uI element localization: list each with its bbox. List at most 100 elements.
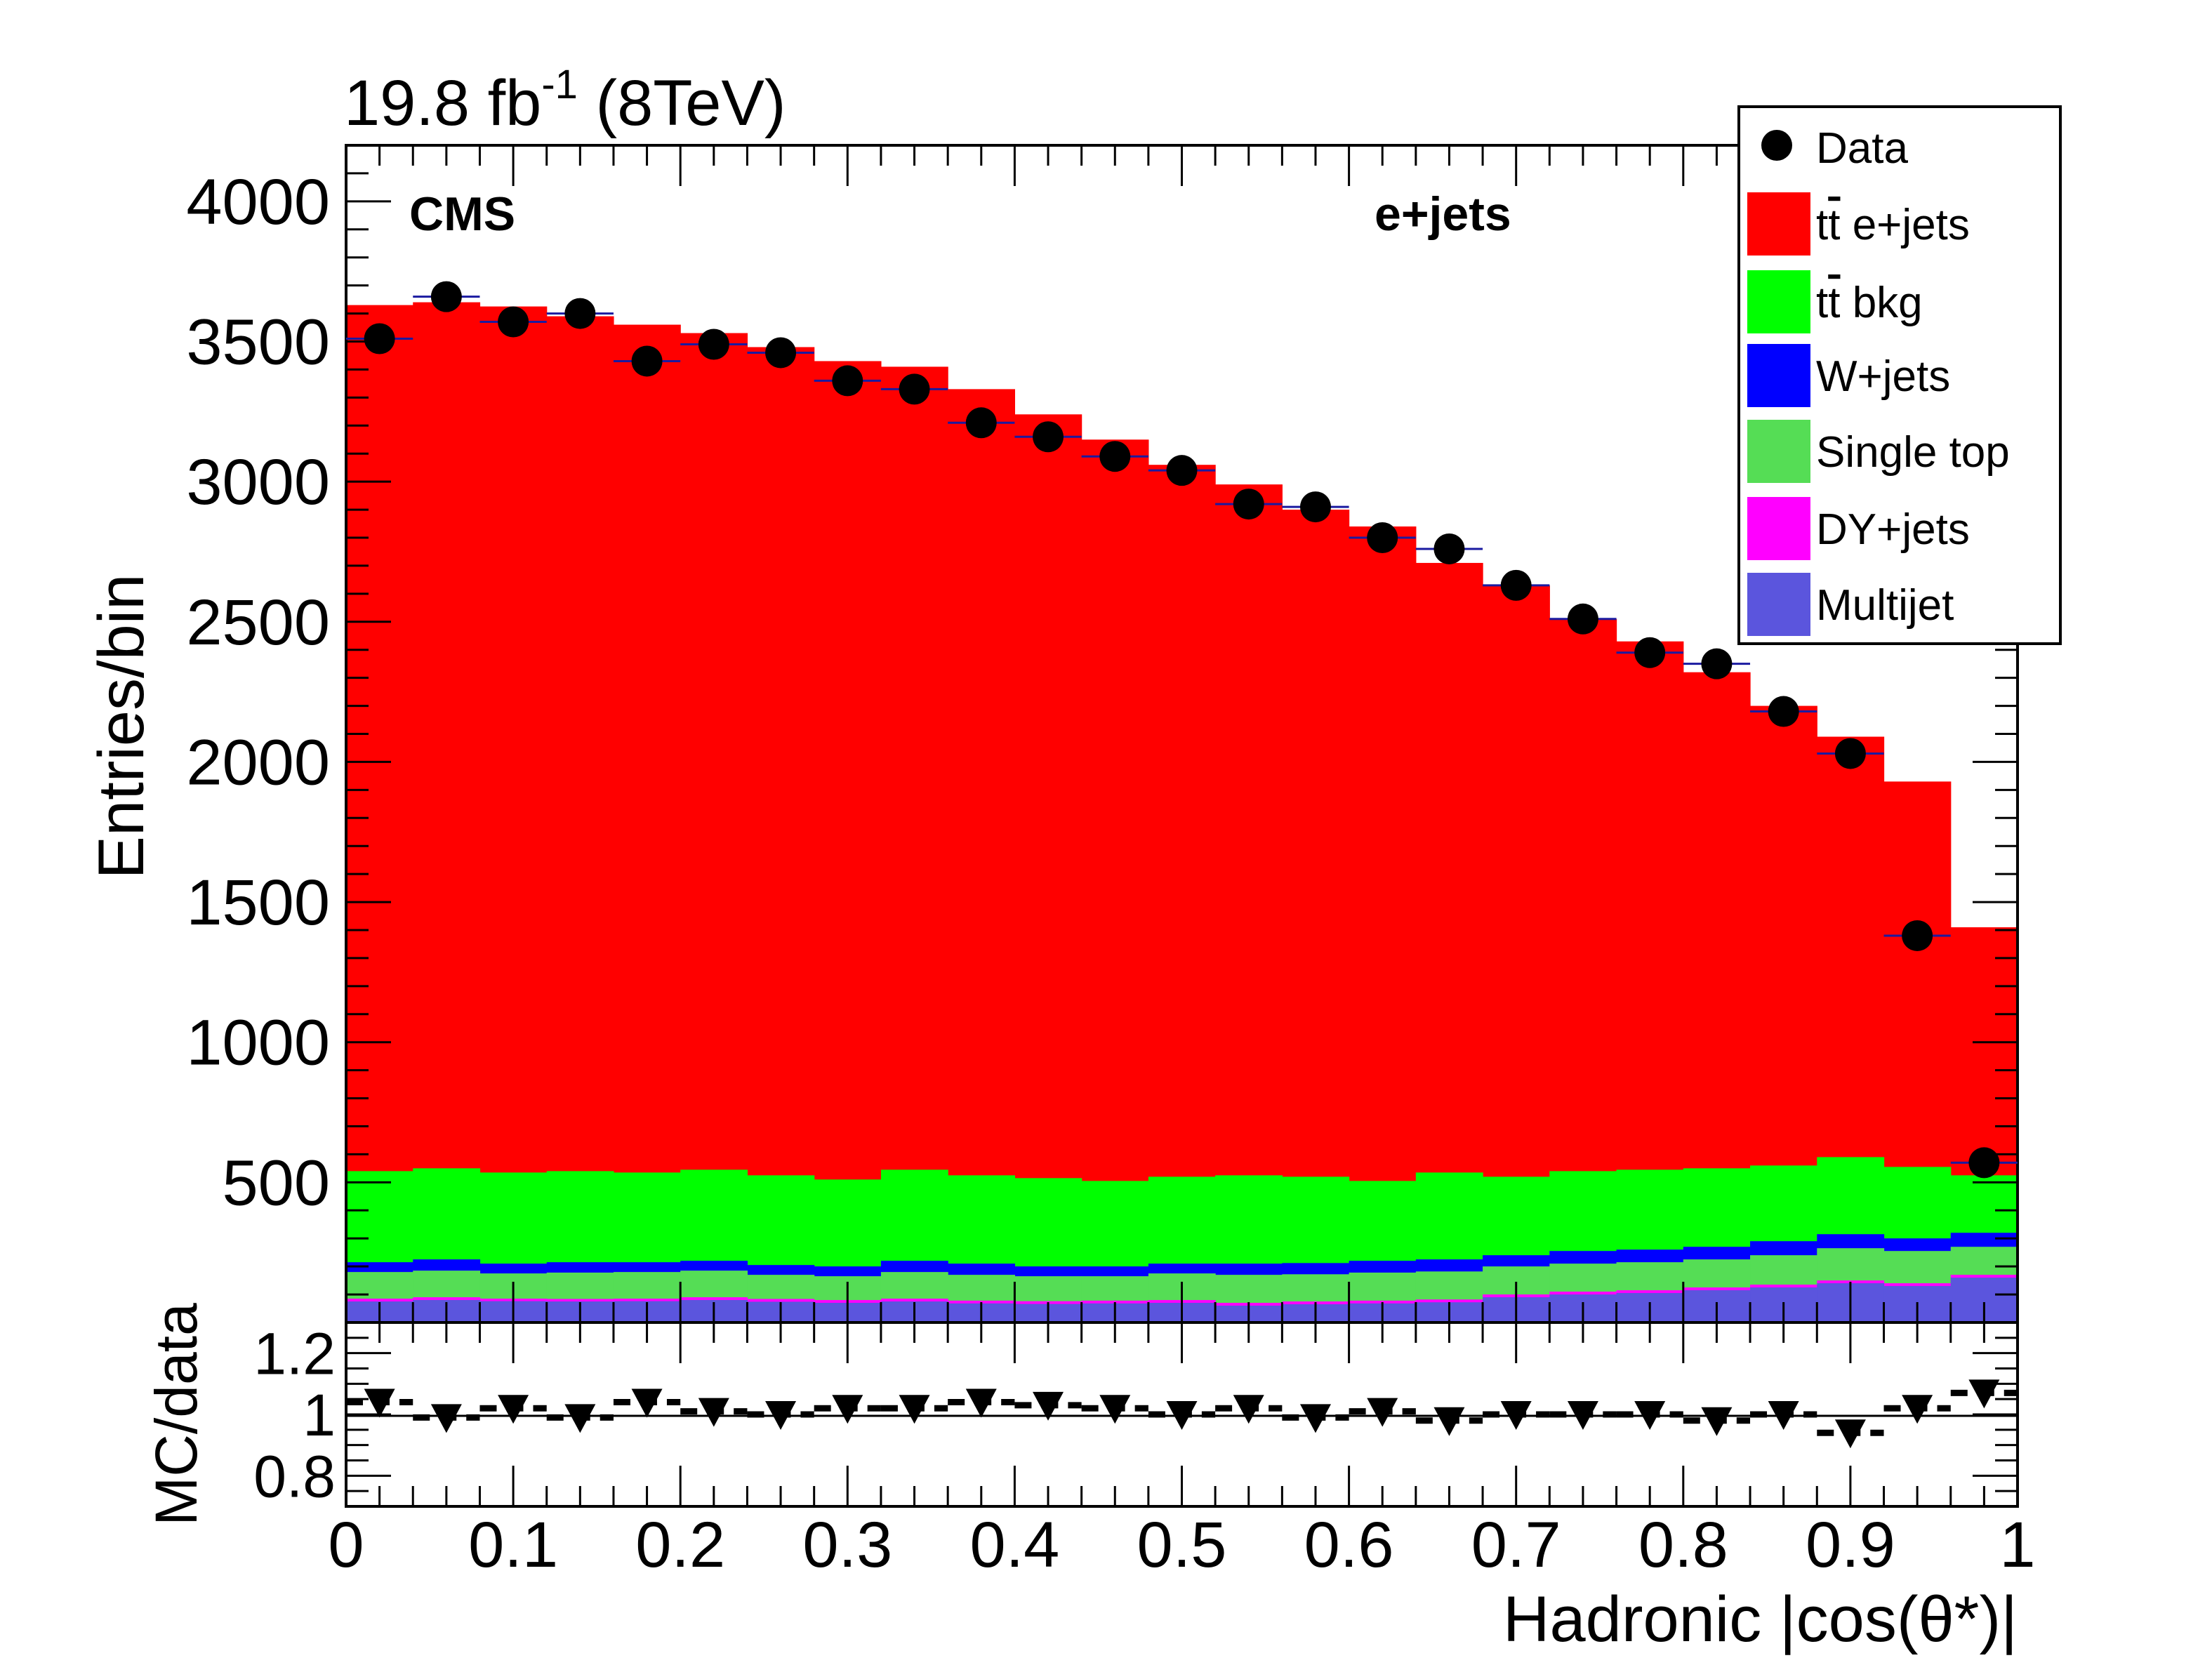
ratio-point [698,1398,729,1427]
data-point [698,329,729,360]
data-points [346,281,2018,1179]
ratio-point [1299,1404,1331,1433]
x-tick-label: 0.8 [1638,1509,1728,1581]
ratio-point [364,1388,395,1418]
legend-label-data: Data [1816,124,1908,173]
bar-tt-e-jets [680,333,748,1322]
ratio-point [899,1395,930,1424]
data-point [965,407,997,439]
ratio-point [1500,1401,1532,1430]
data-point [899,373,930,405]
ratio-point [1567,1401,1598,1430]
ratio-point [1902,1395,1933,1424]
ratio-point [1233,1395,1264,1424]
ratio-point [1768,1401,1799,1430]
data-point [1634,637,1666,668]
x-tick-label: 0.3 [802,1509,892,1581]
bar-tt-e-jets [546,316,614,1322]
y-tick-label: 500 [223,1147,331,1219]
ratio-plot-frame [345,1321,2019,1508]
legend-swatch [1747,192,1810,256]
bar-tt-e-jets [747,347,815,1322]
ratio-point [564,1404,596,1433]
data-point [1834,738,1866,769]
ratio-y-tick-label: 1.2 [253,1321,336,1387]
x-tick-labels: 0 0.1 0.2 0.3 0.4 0.5 0.6 0.7 0.8 0.9 1 [328,1509,2035,1581]
data-point [1166,455,1198,486]
ratio-point [1701,1407,1733,1436]
data-point [631,345,663,377]
legend-marker-data [1761,130,1792,161]
y-tick-label: 1500 [186,867,330,939]
data-point [1500,569,1532,601]
data-point [1099,441,1131,472]
legend-swatch [1747,344,1810,407]
ratio-y-tick-labels: 0.811.2 [253,1321,336,1510]
x-tick-label: 0.1 [468,1509,558,1581]
x-tick-label: 0 [328,1509,364,1581]
bar-tt-e-jets [1081,439,1149,1322]
legend-label: Single top [1816,428,2010,477]
ratio-point [1634,1401,1666,1430]
legend-label: W+jets [1816,352,1950,401]
legend-label: Multijet [1816,581,1954,630]
data-point [364,323,395,354]
ratio-point [631,1388,663,1418]
bar-tt-e-jets [814,361,882,1323]
legend-swatch [1747,420,1810,483]
data-point [1902,920,1933,951]
data-point [1233,489,1264,520]
data-point [1768,696,1799,727]
data-point [1567,603,1598,635]
bar-tt-e-jets [346,305,413,1322]
bar-tt-e-jets [948,389,1015,1322]
y-tick-label: 3000 [186,446,330,518]
data-point [498,306,529,338]
x-tick-label: 0.7 [1471,1509,1561,1581]
legend: Data tt e+jets tt bkg W+jets Single top DY+je… [1737,105,2062,645]
bar-tt-e-jets [880,366,948,1322]
x-tick-label: 0.4 [969,1509,1059,1581]
data-point [1433,533,1465,564]
stacked-histogram [346,302,2018,1323]
ratio-y-tick-label: 1 [303,1382,336,1448]
cms-label: CMS [409,187,515,241]
data-point [832,365,863,397]
x-tick-label: 0.2 [635,1509,725,1581]
legend-swatch [1747,497,1810,560]
data-point [1367,522,1398,553]
data-point [1701,648,1733,679]
lumi-label: 19.8 fb-1 (8TeV) [344,62,786,139]
y-tick-label: 1000 [186,1007,330,1079]
y-tick-label: 4000 [186,166,330,238]
ratio-point [965,1388,997,1418]
data-point [430,281,462,312]
ratio-point [1834,1419,1866,1449]
data-point [1968,1147,2000,1179]
data-point [1299,491,1331,523]
ratio-point [430,1404,462,1433]
ratio-y-tick-label: 0.8 [253,1443,336,1509]
ratio-points [346,1379,2018,1449]
ratio-point [765,1401,797,1430]
y-tick-label: 2500 [186,587,330,658]
bar-tt-e-jets [479,306,548,1322]
x-tick-label: 0.6 [1304,1509,1394,1581]
y-tick-label: 3500 [186,307,330,378]
ratio-point [1166,1401,1198,1430]
bar-tt-e-jets [413,302,481,1323]
ratio-point [498,1395,529,1424]
ratio-point [1099,1395,1131,1424]
x-tick-label: 1 [1999,1509,2035,1581]
legend-swatch [1747,573,1810,636]
x-axis-title: Hadronic |cos(θ*)| [1503,1584,2018,1655]
legend-swatch [1747,270,1810,333]
legend-label: tt e+jets [1816,201,1970,249]
y-tick-label: 2000 [186,727,330,798]
ratio-point [832,1395,863,1424]
channel-label: e+jets [1375,187,1511,241]
legend-label: tt bkg [1816,279,1923,327]
data-point [564,298,596,329]
ratio-point [1968,1379,2000,1409]
